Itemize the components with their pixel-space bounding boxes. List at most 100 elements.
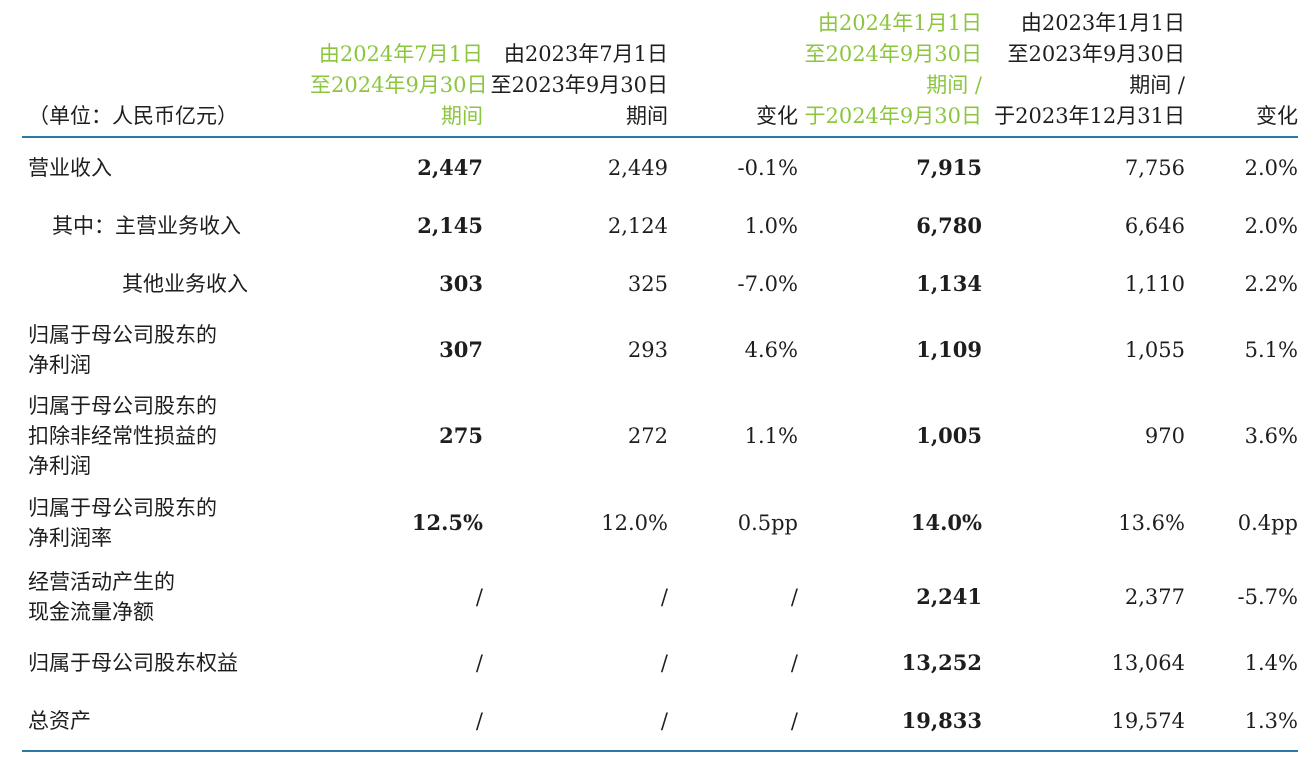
cell-q3-2023: 2,124 <box>607 213 668 238</box>
row-label: 营业收入 <box>22 137 310 197</box>
cell-change-q3: / <box>790 585 798 609</box>
cell-ytd-2024: 1,109 <box>916 337 982 362</box>
cell-change-ytd: 1.4% <box>1244 651 1298 675</box>
header-ytd-2023-line2: 至2023年9月30日 <box>1007 42 1185 66</box>
row-label-line: 现金流量净额 <box>28 600 154 624</box>
cell-q3-2023: 12.0% <box>601 511 668 535</box>
cell-ytd-2023: 970 <box>1144 424 1185 448</box>
cell-q3-2024: / <box>310 692 483 752</box>
header-ytd-2023: 由2023年1月1日 至2023年9月30日 期间 / 于2023年12月31日 <box>982 8 1185 138</box>
row-label-line: 扣除非经常性损益的 <box>28 424 217 448</box>
table-row: 归属于母公司股东的 净利润 307 293 4.6% 1,109 1,055 5… <box>22 314 1298 386</box>
cell-q3-2023: 272 <box>627 424 668 448</box>
unit-label-text: （单位：人民币亿元） <box>28 104 238 128</box>
row-label-line: 净利润率 <box>28 526 112 550</box>
cell-change-q3: / <box>668 692 798 752</box>
header-ytd-2024: 由2024年1月1日 至2024年9月30日 期间 / 于2024年9月30日 <box>798 8 982 138</box>
cell-q3-2023: / <box>483 692 668 752</box>
cell-q3-2024: 275 <box>439 423 483 448</box>
cell-ytd-2023: 2,377 <box>1124 585 1185 609</box>
cell-change-ytd: 1.3% <box>1185 692 1298 752</box>
cell-change-q3: 4.6% <box>744 338 798 362</box>
header-ytd-2024-line3: 期间 / <box>926 73 982 97</box>
cell-ytd-2024: 1,005 <box>916 423 982 448</box>
cell-change-ytd: 0.4pp <box>1237 511 1298 535</box>
cell-ytd-2023: 7,756 <box>1124 155 1185 180</box>
row-label: 归属于母公司股东的 净利润率 <box>22 486 310 560</box>
cell-change-ytd: 2.0% <box>1244 155 1298 180</box>
cell-ytd-2024: 7,915 <box>916 154 982 180</box>
cell-ytd-2023: 13,064 <box>1111 651 1185 675</box>
cell-ytd-2023: 1,110 <box>1124 272 1185 296</box>
cell-change-q3: / <box>790 651 798 675</box>
cell-change-q3: 1.1% <box>744 424 798 448</box>
table-row: 归属于母公司股东的 扣除非经常性损益的 净利润 275 272 1.1% 1,0… <box>22 386 1298 486</box>
cell-q3-2024: 2,447 <box>417 154 483 180</box>
header-ytd-2024-line4: 于2024年9月30日 <box>804 104 982 128</box>
cell-ytd-2024: 6,780 <box>916 212 982 238</box>
cell-q3-2023: 293 <box>627 338 668 362</box>
cell-change-ytd: 3.6% <box>1244 424 1298 448</box>
row-label-line: 经营活动产生的 <box>28 570 175 594</box>
row-label-line: 其他业务收入 <box>122 272 248 296</box>
header-ytd-2024-line2: 至2024年9月30日 <box>804 42 982 66</box>
row-label-line: 其中：主营业务收入 <box>52 213 241 238</box>
row-label: 总资产 <box>22 692 310 752</box>
row-label-line: 归属于母公司股东的 <box>28 394 217 418</box>
header-change-ytd-text: 变化 <box>1256 104 1298 128</box>
header-ytd-2023-line3: 期间 / <box>1129 73 1185 97</box>
row-label-line: 营业收入 <box>28 155 112 180</box>
cell-change-q3: 0.5pp <box>737 511 798 535</box>
header-q3-2023-line1: 由2023年7月1日 <box>503 42 668 66</box>
header-change-q3-text: 变化 <box>756 104 798 128</box>
cell-q3-2024: / <box>475 651 483 675</box>
header-q3-2024-line1: 由2024年7月1日 <box>318 42 483 66</box>
cell-q3-2023: 325 <box>627 272 668 296</box>
row-label: 经营活动产生的 现金流量净额 <box>22 560 310 634</box>
cell-q3-2024: 2,145 <box>417 212 483 238</box>
table-row: 总资产 / / / 19,833 19,574 1.3% <box>22 692 1298 752</box>
cell-ytd-2023: 1,055 <box>1124 338 1185 362</box>
cell-ytd-2024: 13,252 <box>901 650 982 675</box>
table-row: 其中：主营业务收入 2,145 2,124 1.0% 6,780 6,646 2… <box>22 197 1298 254</box>
cell-change-q3: -7.0% <box>737 272 798 296</box>
cell-ytd-2024: 14.0% <box>910 510 982 535</box>
cell-q3-2023: / <box>660 585 668 609</box>
table-row: 归属于母公司股东权益 / / / 13,252 13,064 1.4% <box>22 634 1298 692</box>
cell-q3-2024: 307 <box>439 337 483 362</box>
header-ytd-2023-line4: 于2023年12月31日 <box>994 104 1185 128</box>
cell-ytd-2024: 2,241 <box>916 584 982 609</box>
header-q3-2023-line3: 期间 <box>626 104 668 128</box>
cell-q3-2023: / <box>660 651 668 675</box>
table-row: 归属于母公司股东的 净利润率 12.5% 12.0% 0.5pp 14.0% 1… <box>22 486 1298 560</box>
row-label-line: 归属于母公司股东权益 <box>28 651 238 675</box>
header-q3-2024: 由2024年7月1日 至2024年9月30日 期间 <box>310 8 488 138</box>
header-q3-2024-line2: 至2024年9月30日 <box>310 73 488 97</box>
cell-q3-2024: / <box>475 585 483 609</box>
row-label: 归属于母公司股东的 扣除非经常性损益的 净利润 <box>22 386 310 486</box>
header-q3-2024-line3: 期间 <box>441 104 483 128</box>
row-label-line: 净利润 <box>28 353 91 377</box>
financial-summary-table: （单位：人民币亿元） 由2024年7月1日 至2024年9月30日 期间 由20… <box>22 8 1298 752</box>
cell-q3-2023: 2,449 <box>607 155 668 180</box>
row-label-line: 净利润 <box>28 454 91 478</box>
header-change-q3: 变化 <box>668 8 798 138</box>
cell-change-ytd: 2.2% <box>1244 272 1298 296</box>
header-row: （单位：人民币亿元） 由2024年7月1日 至2024年9月30日 期间 由20… <box>22 8 1298 138</box>
row-label: 其中：主营业务收入 <box>22 197 310 254</box>
header-change-ytd: 变化 <box>1185 8 1298 138</box>
cell-change-ytd: 2.0% <box>1244 213 1298 238</box>
row-label-line: 总资产 <box>28 709 91 733</box>
cell-change-ytd: -5.7% <box>1237 585 1298 609</box>
table-row: 营业收入 2,447 2,449 -0.1% 7,915 7,756 2.0% <box>22 137 1298 197</box>
header-q3-2023: 由2023年7月1日 至2023年9月30日 期间 <box>483 8 668 138</box>
row-label-line: 归属于母公司股东的 <box>28 323 217 347</box>
header-q3-2023-line2: 至2023年9月30日 <box>490 73 668 97</box>
cell-change-ytd: 5.1% <box>1244 338 1298 362</box>
cell-ytd-2024: 1,134 <box>916 271 982 296</box>
cell-change-q3: 1.0% <box>744 213 798 238</box>
cell-ytd-2023: 19,574 <box>982 692 1185 752</box>
row-label-line: 归属于母公司股东的 <box>28 496 217 520</box>
cell-ytd-2024: 19,833 <box>798 692 982 752</box>
